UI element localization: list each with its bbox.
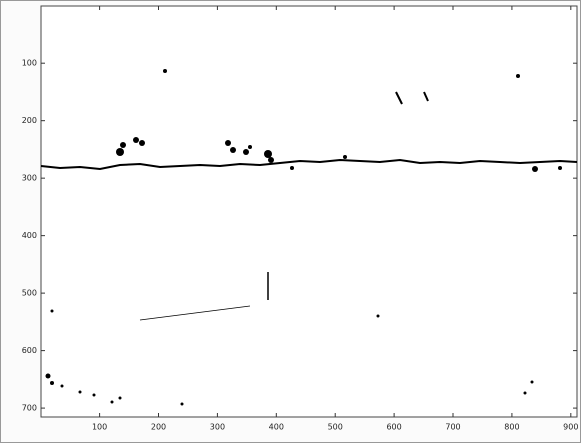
x-tick-label: 400	[269, 423, 284, 432]
y-tick-label: 600	[22, 346, 37, 355]
x-tick-label: 800	[504, 423, 519, 432]
x-tick-label: 500	[328, 423, 343, 432]
page: 100 200 300 400 500 600 700 800 900 100 200 300 400 5…	[0, 0, 581, 443]
x-tick-label: 700	[445, 423, 460, 432]
chart: 100 200 300 400 500 600 700 800 900 100 200 300 400 5…	[0, 0, 581, 443]
y-tick-label: 400	[22, 231, 37, 240]
y-tick-label: 100	[22, 59, 37, 68]
x-tick-label: 100	[92, 423, 107, 432]
x-tick-label: 600	[386, 423, 401, 432]
x-tick-label: 900	[563, 423, 578, 432]
y-tick-label: 200	[22, 116, 37, 125]
y-tick-label: 500	[22, 289, 37, 298]
axes-box	[41, 6, 577, 417]
y-tick-label: 300	[22, 174, 37, 183]
x-tick-label: 200	[151, 423, 166, 432]
x-tick-label: 300	[210, 423, 225, 432]
y-tick-label: 700	[22, 404, 37, 413]
